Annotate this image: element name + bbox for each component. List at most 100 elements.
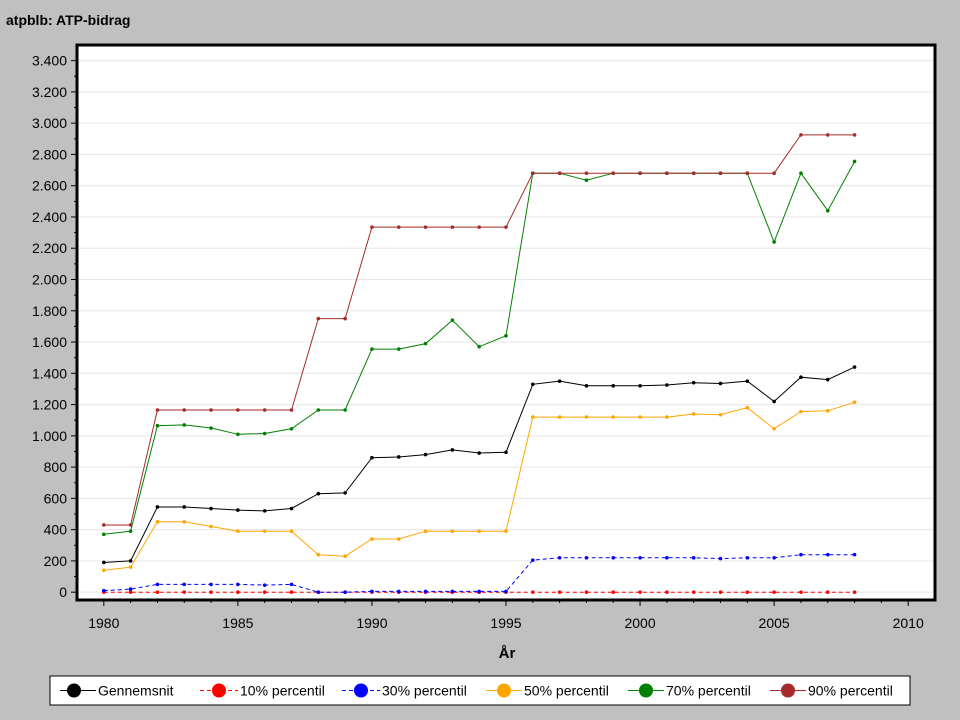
data-point	[638, 384, 642, 388]
data-point	[343, 491, 347, 495]
data-point	[584, 384, 589, 388]
data-point	[423, 529, 428, 534]
data-point	[396, 225, 401, 229]
y-tick-label: 400	[44, 522, 68, 538]
data-point	[289, 529, 294, 534]
y-tick-label: 800	[44, 459, 68, 475]
legend-marker	[639, 683, 653, 698]
legend-marker	[781, 683, 795, 698]
y-tick-label: 3.400	[32, 53, 67, 69]
x-tick-label: 1985	[222, 615, 253, 631]
data-point	[182, 520, 187, 524]
data-point	[396, 537, 401, 541]
data-point	[772, 427, 776, 431]
data-point	[504, 589, 508, 594]
data-point	[370, 455, 374, 460]
data-point	[531, 590, 535, 594]
data-point	[102, 568, 106, 573]
data-point	[370, 589, 374, 594]
data-point	[557, 590, 562, 594]
data-point	[236, 529, 240, 534]
y-tick-label: 2.800	[32, 146, 67, 162]
data-point	[665, 590, 669, 594]
data-point	[477, 344, 481, 349]
data-point	[611, 555, 616, 560]
data-point	[128, 529, 133, 534]
data-point	[691, 380, 696, 385]
data-point	[262, 590, 267, 594]
data-point	[825, 552, 830, 557]
y-tick-label: 1.600	[32, 334, 67, 350]
data-point	[665, 383, 669, 387]
data-point	[262, 509, 267, 513]
legend-marker	[212, 683, 226, 698]
data-point	[772, 399, 776, 404]
legend-label: 10% percentil	[240, 683, 325, 699]
data-point	[209, 426, 213, 430]
data-point	[531, 558, 535, 562]
data-point	[316, 491, 321, 496]
legend-marker	[67, 683, 81, 698]
data-point	[450, 225, 455, 229]
data-point	[396, 455, 401, 459]
data-point	[209, 506, 213, 511]
data-point	[423, 452, 428, 457]
legend-box	[49, 675, 911, 706]
data-point	[182, 590, 187, 594]
legend-label: Gennemsnit	[98, 683, 174, 699]
data-point	[102, 560, 106, 565]
y-tick-label: 0	[59, 584, 67, 600]
data-point	[799, 552, 803, 557]
data-point	[799, 171, 803, 175]
data-point	[638, 555, 642, 560]
data-point	[665, 415, 669, 419]
data-point	[852, 365, 857, 369]
data-point	[825, 133, 830, 137]
data-point	[316, 316, 321, 321]
x-tick-label: 1990	[356, 615, 387, 631]
data-point	[531, 415, 535, 419]
data-point	[531, 171, 535, 175]
legend-label: 30% percentil	[382, 683, 467, 699]
x-tick-label: 1980	[88, 615, 119, 631]
data-point	[772, 555, 776, 560]
x-tick-label: 2010	[893, 615, 924, 631]
data-point	[236, 508, 240, 512]
data-point	[691, 555, 696, 560]
data-point	[531, 382, 535, 387]
data-point	[825, 590, 830, 594]
data-point	[718, 412, 723, 417]
data-point	[584, 590, 589, 594]
data-point	[745, 379, 750, 383]
data-point	[638, 171, 642, 175]
data-point	[611, 590, 616, 594]
data-point	[745, 590, 750, 594]
data-point	[852, 400, 857, 405]
data-point	[772, 171, 776, 175]
data-point	[691, 412, 696, 416]
data-point	[772, 590, 776, 594]
data-point	[343, 554, 347, 559]
data-point	[691, 590, 696, 594]
x-axis-title: År	[499, 645, 516, 662]
legend-label: 90% percentil	[808, 683, 893, 699]
data-point	[638, 590, 642, 594]
data-point	[423, 225, 428, 229]
data-point	[504, 225, 508, 229]
data-point	[209, 582, 213, 587]
x-tick-label: 2000	[624, 615, 655, 631]
data-point	[799, 590, 803, 594]
legend-label: 70% percentil	[666, 683, 751, 699]
data-point	[477, 451, 481, 455]
chart-title: atpblb: ATP-bidrag	[6, 12, 131, 28]
data-point	[209, 524, 213, 529]
data-point	[182, 505, 187, 509]
data-point	[772, 240, 776, 244]
data-point	[745, 171, 750, 175]
data-point	[370, 347, 374, 351]
y-tick-label: 1.800	[32, 303, 67, 319]
data-point	[316, 408, 321, 412]
legend-marker	[354, 683, 368, 698]
data-point	[182, 582, 187, 587]
